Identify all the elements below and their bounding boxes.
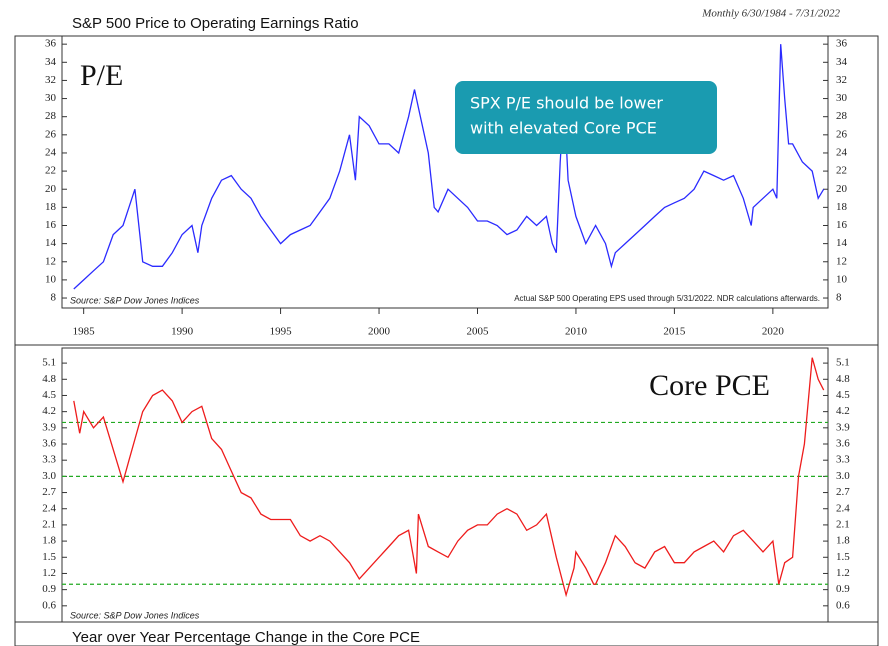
annotation-box bbox=[455, 81, 717, 154]
y-tick-label: 12 bbox=[836, 255, 847, 267]
y-tick-label: 30 bbox=[836, 92, 848, 104]
x-tick-label: 2010 bbox=[565, 326, 588, 338]
y-tick-label: 2.4 bbox=[42, 502, 56, 514]
y-tick-label: 8 bbox=[51, 292, 57, 304]
y-tick-label: 3.3 bbox=[42, 454, 56, 466]
y-tick-label: 2.7 bbox=[42, 486, 56, 498]
y-tick-label: 0.9 bbox=[836, 583, 850, 595]
y-tick-label: 8 bbox=[836, 292, 842, 304]
y-tick-label: 4.2 bbox=[836, 405, 850, 417]
x-tick-label: 2005 bbox=[466, 326, 489, 338]
y-tick-label: 12 bbox=[45, 255, 56, 267]
y-tick-label: 32 bbox=[836, 74, 847, 86]
y-tick-label: 4.5 bbox=[836, 389, 850, 401]
y-tick-label: 4.8 bbox=[42, 373, 56, 385]
y-tick-label: 16 bbox=[836, 219, 848, 231]
y-tick-label: 10 bbox=[836, 273, 848, 285]
y-tick-label: 20 bbox=[836, 183, 848, 195]
y-tick-label: 32 bbox=[45, 74, 56, 86]
y-tick-label: 18 bbox=[45, 201, 57, 213]
y-tick-label: 10 bbox=[45, 273, 57, 285]
x-tick-label: 2020 bbox=[762, 326, 785, 338]
line bbox=[73, 44, 825, 290]
y-tick-label: 20 bbox=[45, 183, 57, 195]
y-tick-label: 22 bbox=[45, 165, 56, 177]
y-tick-label: 36 bbox=[45, 38, 57, 50]
x-tick-label: 2015 bbox=[663, 326, 686, 338]
chart-title: S&P 500 Price to Operating Earnings Rati… bbox=[72, 15, 359, 32]
y-tick-label: 3.3 bbox=[836, 454, 850, 466]
y-tick-label: 22 bbox=[836, 165, 847, 177]
y-tick-label: 26 bbox=[836, 128, 848, 140]
subtitle: Monthly 6/30/1984 - 7/31/2022 bbox=[701, 8, 840, 20]
y-tick-label: 3.6 bbox=[836, 438, 850, 450]
y-tick-label: 4.2 bbox=[42, 405, 56, 417]
y-tick-label: 5.1 bbox=[42, 357, 56, 369]
y-tick-label: 34 bbox=[45, 56, 57, 68]
y-tick-label: 1.2 bbox=[42, 567, 56, 579]
y-tick-label: 2.7 bbox=[836, 486, 850, 498]
y-tick-label: 1.8 bbox=[836, 535, 850, 547]
note: Actual S&P 500 Operating EPS used throug… bbox=[514, 294, 820, 303]
plot-frame bbox=[61, 35, 829, 309]
y-tick-label: 1.5 bbox=[836, 551, 850, 563]
y-tick-label: 28 bbox=[836, 110, 848, 122]
y-tick-label: 4.5 bbox=[42, 389, 56, 401]
outer-frame bbox=[14, 35, 879, 646]
y-tick-label: 16 bbox=[45, 219, 57, 231]
plot-frame bbox=[61, 347, 829, 623]
x-tick-label: 2000 bbox=[368, 326, 391, 338]
chart-title: Year over Year Percentage Change in the … bbox=[72, 629, 420, 646]
y-tick-label: 24 bbox=[836, 146, 848, 158]
x-tick-label: 1985 bbox=[73, 326, 96, 338]
y-tick-label: 2.4 bbox=[836, 502, 850, 514]
y-tick-label: 36 bbox=[836, 38, 848, 50]
y-tick-label: 1.2 bbox=[836, 567, 850, 579]
y-tick-label: 14 bbox=[45, 237, 57, 249]
y-tick-label: 2.1 bbox=[42, 518, 56, 530]
y-tick-label: 24 bbox=[45, 146, 57, 158]
y-tick-label: 26 bbox=[45, 128, 57, 140]
x-tick-label: 1990 bbox=[171, 326, 194, 338]
y-tick-label: 4.8 bbox=[836, 373, 850, 385]
x-tick-label: 1995 bbox=[270, 326, 293, 338]
y-tick-label: 3.0 bbox=[836, 470, 850, 482]
series-label: Core PCE bbox=[649, 369, 770, 402]
y-tick-label: 1.8 bbox=[42, 535, 56, 547]
y-tick-label: 3.9 bbox=[42, 421, 56, 433]
y-tick-label: 5.1 bbox=[836, 357, 850, 369]
y-tick-label: 2.1 bbox=[836, 518, 850, 530]
y-tick-label: 28 bbox=[45, 110, 57, 122]
line bbox=[73, 357, 825, 598]
series-label: P/E bbox=[80, 59, 123, 92]
y-tick-label: 0.6 bbox=[836, 599, 850, 611]
y-tick-label: 14 bbox=[836, 237, 848, 249]
y-tick-label: 0.6 bbox=[42, 599, 56, 611]
source: Source: S&P Dow Jones Indices bbox=[70, 610, 200, 620]
y-tick-label: 18 bbox=[836, 201, 848, 213]
y-tick-label: 3.0 bbox=[42, 470, 56, 482]
annotation: with elevated Core PCE bbox=[470, 119, 657, 138]
y-tick-label: 3.9 bbox=[836, 421, 850, 433]
y-tick-label: 30 bbox=[45, 92, 57, 104]
y-tick-label: 1.5 bbox=[42, 551, 56, 563]
y-tick-label: 0.9 bbox=[42, 583, 56, 595]
y-tick-label: 3.6 bbox=[42, 438, 56, 450]
source: Source: S&P Dow Jones Indices bbox=[70, 295, 200, 305]
annotation: SPX P/E should be lower bbox=[470, 94, 663, 113]
y-tick-label: 34 bbox=[836, 56, 848, 68]
